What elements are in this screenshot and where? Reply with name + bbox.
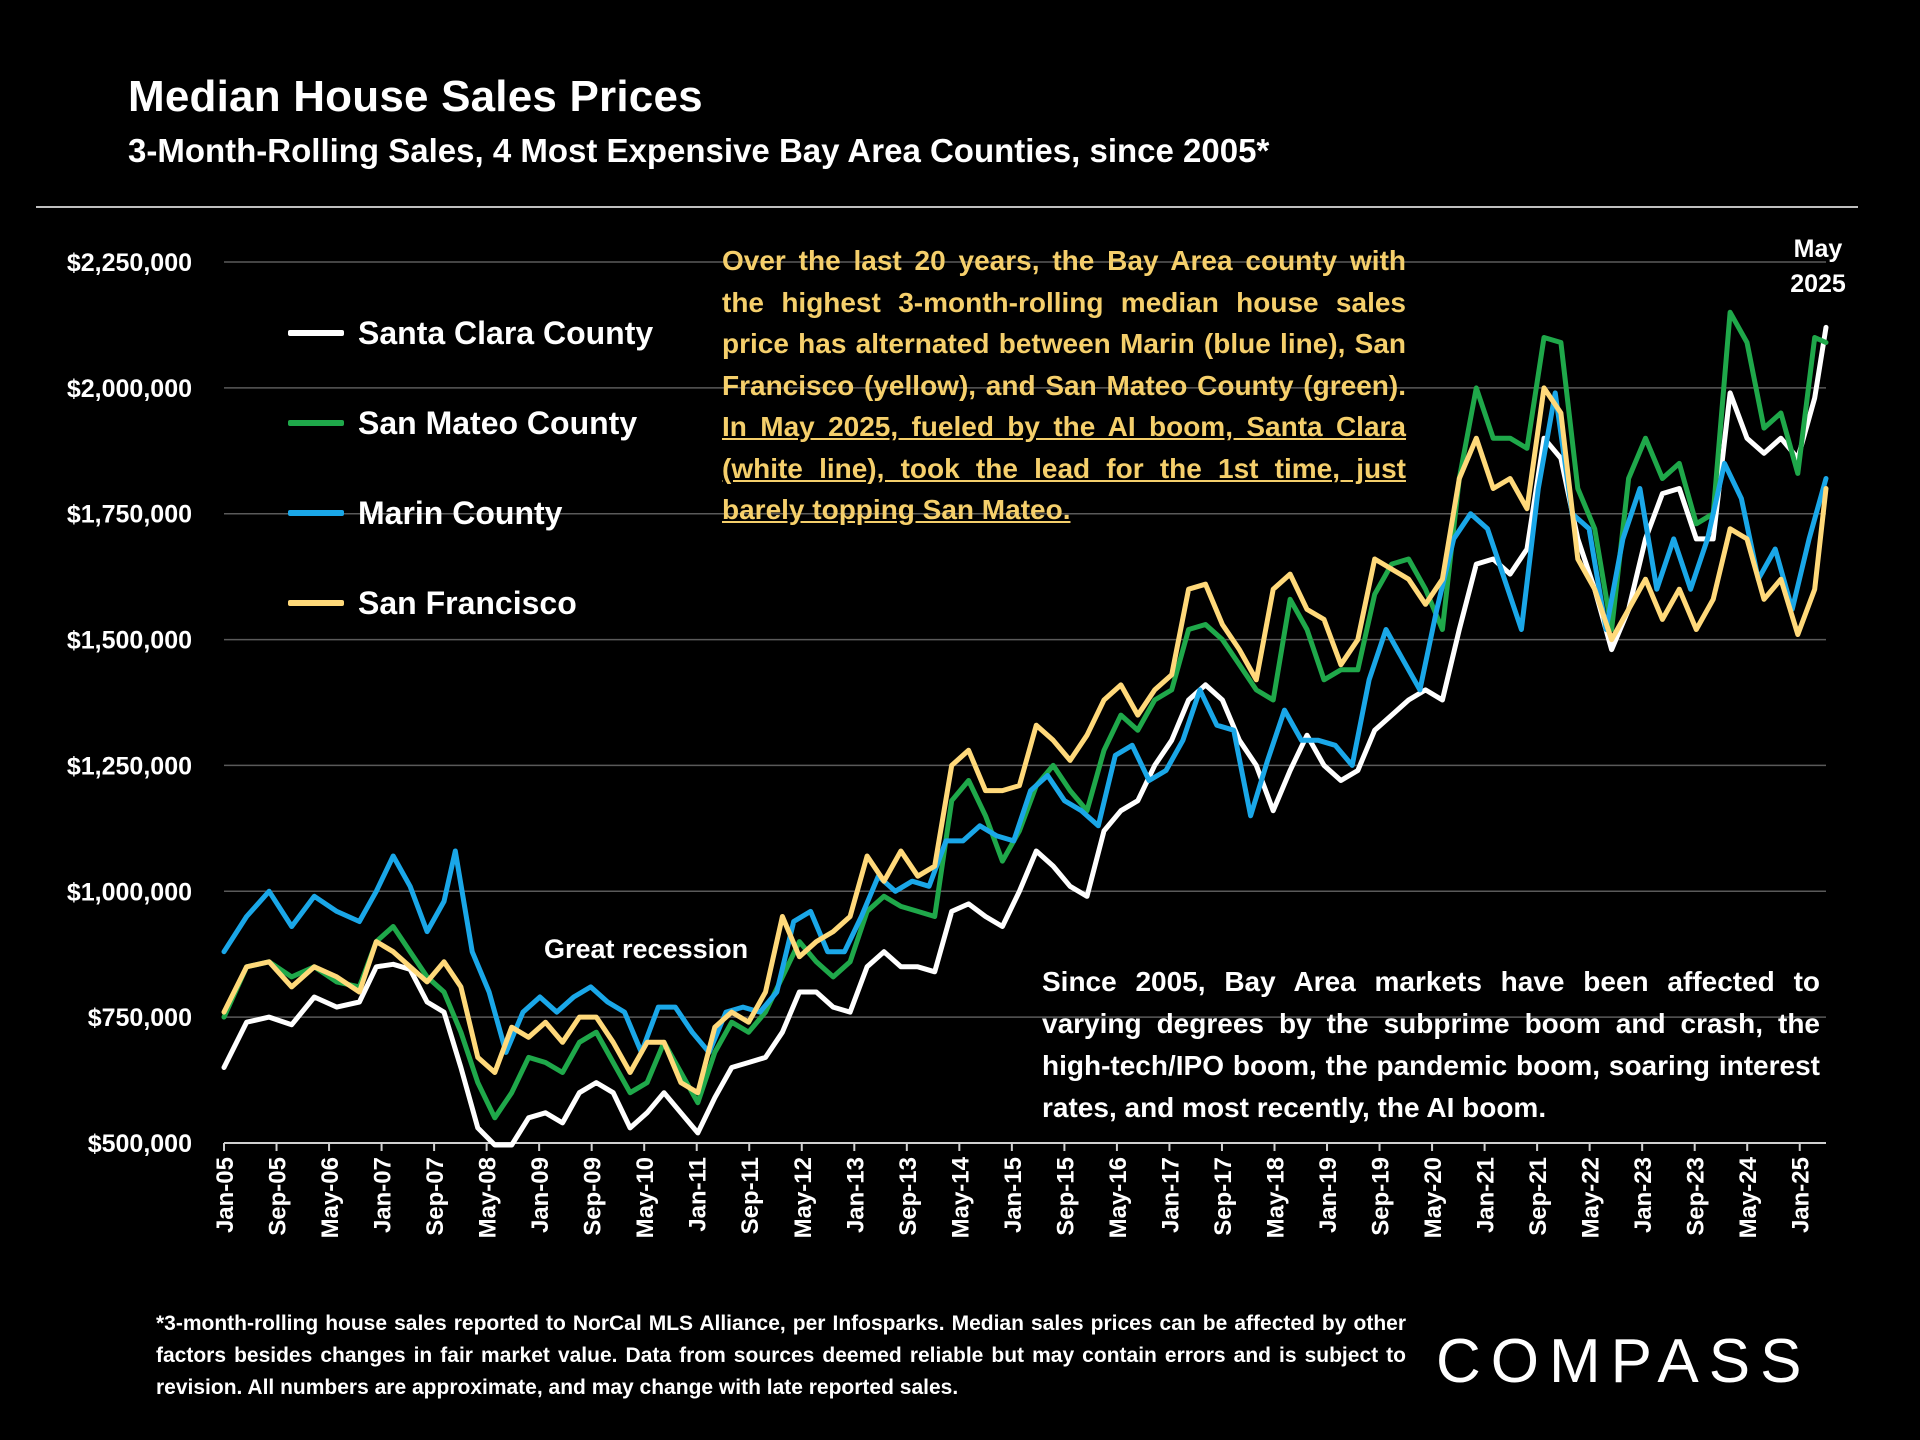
legend-item-marin: Marin County — [288, 468, 653, 558]
legend-swatch-marin — [288, 510, 344, 516]
legend-swatch-santa-clara — [288, 330, 344, 336]
x-tick-label: Jan-23 — [1630, 1157, 1657, 1233]
legend-item-san-mateo: San Mateo County — [288, 378, 653, 468]
latest-month-label-line2: 2025 — [1790, 270, 1846, 298]
chart-subtitle: 3-Month-Rolling Sales, 4 Most Expensive … — [128, 132, 1270, 169]
x-tick-label: Jan-19 — [1315, 1157, 1342, 1233]
x-tick-label: Sep-09 — [580, 1157, 607, 1236]
yellow-annotation-underlined: In May 2025, fueled by the AI boom, Sant… — [722, 411, 1406, 525]
x-tick-label: Sep-17 — [1210, 1157, 1237, 1236]
legend-label-santa-clara: Santa Clara County — [358, 314, 654, 351]
x-tick-label: Jan-07 — [370, 1157, 397, 1233]
latest-month-label: May 2025 — [1776, 232, 1860, 302]
y-tick-label: $2,000,000 — [67, 375, 192, 403]
footnote: *3-month-rolling house sales reported to… — [156, 1312, 1406, 1399]
x-tick-label: May-20 — [1420, 1157, 1447, 1238]
series-line-san-francisco — [221, 385, 1829, 1096]
x-tick-label: Sep-19 — [1368, 1157, 1395, 1236]
x-tick-label: May-10 — [632, 1157, 659, 1238]
y-tick-label: $500,000 — [88, 1130, 192, 1158]
x-tick-label: May-16 — [1105, 1157, 1132, 1238]
yellow-annotation-plain: Over the last 20 years, the Bay Area cou… — [722, 245, 1406, 401]
legend-swatch-san-francisco — [288, 600, 344, 606]
x-tick-label: May-24 — [1735, 1156, 1762, 1238]
x-tick-label: Sep-23 — [1683, 1157, 1710, 1236]
y-tick-label: $750,000 — [88, 1004, 192, 1032]
x-tick-label: Sep-21 — [1525, 1157, 1552, 1236]
legend-label-san-francisco: San Francisco — [358, 584, 577, 621]
y-tick-label: $1,000,000 — [67, 878, 192, 906]
grid-lines — [224, 261, 1826, 1144]
y-tick-label: $2,250,000 — [67, 249, 192, 277]
x-tick-label: Jan-11 — [685, 1157, 712, 1232]
x-tick-label: Jan-05 — [212, 1157, 239, 1233]
legend-item-santa-clara: Santa Clara County — [288, 288, 653, 378]
x-tick-label: May-08 — [475, 1157, 502, 1238]
x-tick-label: Jan-15 — [1000, 1157, 1027, 1233]
x-tick-label: May-14 — [947, 1156, 974, 1238]
series-lines — [221, 309, 1829, 1148]
compass-logo: COMPASS — [1436, 1327, 1812, 1396]
y-tick-label: $1,750,000 — [67, 501, 192, 529]
header-divider — [36, 206, 1858, 208]
x-tick-label: Sep-05 — [265, 1157, 292, 1236]
y-tick-label: $1,500,000 — [67, 627, 192, 655]
x-tick-label: May-22 — [1578, 1157, 1605, 1238]
x-tick-label: Jan-21 — [1473, 1157, 1500, 1233]
x-tick-label: Jan-13 — [842, 1157, 869, 1233]
x-tick-label: Jan-25 — [1788, 1157, 1815, 1233]
latest-month-label-line1: May — [1793, 235, 1843, 263]
x-tick-label: Sep-13 — [895, 1157, 922, 1236]
x-axis-tick-labels: Jan-05 Sep-05 May-06 Jan-07 Sep-07 May-08 Jan-… — [212, 1143, 1815, 1238]
chart-title: Median House Sales Prices — [128, 72, 703, 121]
great-recession-label: Great recession — [544, 934, 749, 964]
x-tick-label: Jan-09 — [527, 1157, 554, 1233]
x-tick-label: Jan-17 — [1157, 1157, 1184, 1233]
white-annotation: Since 2005, Bay Area markets have been a… — [1042, 966, 1820, 1123]
legend: Santa Clara County San Mateo County Mari… — [288, 288, 653, 648]
legend-swatch-san-mateo — [288, 420, 344, 426]
legend-label-san-mateo: San Mateo County — [358, 404, 638, 441]
x-tick-label: May-12 — [790, 1157, 817, 1238]
x-tick-label: May-18 — [1262, 1157, 1289, 1238]
y-axis-tick-labels: $500,000 $750,000 $1,000,000 $1,250,000 $1,5… — [67, 249, 192, 1158]
line-chart: $500,000 $750,000 $1,000,000 $1,250,000 $1,5… — [67, 249, 1829, 1238]
x-tick-label: Sep-11 — [737, 1157, 764, 1234]
legend-item-san-francisco: San Francisco — [288, 558, 653, 648]
x-tick-label: Sep-07 — [422, 1157, 449, 1236]
yellow-annotation: Over the last 20 years, the Bay Area cou… — [722, 240, 1406, 531]
x-tick-label: Sep-15 — [1052, 1157, 1079, 1236]
legend-label-marin: Marin County — [358, 494, 563, 531]
y-tick-label: $1,250,000 — [67, 752, 192, 780]
x-tick-label: May-06 — [317, 1157, 344, 1238]
